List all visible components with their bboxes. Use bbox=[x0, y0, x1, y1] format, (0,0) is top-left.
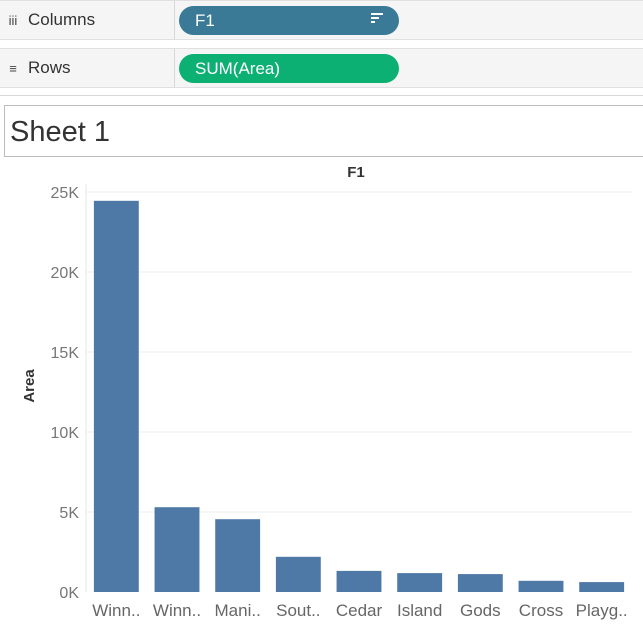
y-tick-label: 10K bbox=[51, 425, 80, 442]
x-tick-label[interactable]: Winn.. bbox=[153, 601, 201, 620]
sum-area-pill[interactable]: SUM(Area) bbox=[179, 54, 399, 83]
x-tick-label[interactable]: Sout.. bbox=[276, 601, 320, 620]
x-tick-label[interactable]: Winn.. bbox=[92, 601, 140, 620]
bar[interactable] bbox=[518, 580, 564, 592]
x-tick-label[interactable]: Gods bbox=[460, 601, 501, 620]
y-tick-label: 5K bbox=[59, 505, 79, 522]
y-tick-label: 15K bbox=[51, 345, 80, 362]
rows-label-text: Rows bbox=[28, 58, 71, 77]
sort-descending-icon[interactable] bbox=[371, 13, 383, 25]
x-tick-label[interactable]: Island bbox=[397, 601, 442, 620]
y-tick-label: 0K bbox=[59, 585, 79, 602]
bar[interactable] bbox=[93, 200, 139, 593]
sheet-title[interactable]: Sheet 1 bbox=[4, 105, 643, 157]
bar[interactable] bbox=[579, 582, 625, 592]
x-tick-label[interactable]: Playg.. bbox=[576, 601, 628, 620]
rows-shelf: ≡ Rows SUM(Area) bbox=[0, 48, 643, 88]
bar[interactable] bbox=[154, 507, 200, 592]
columns-label-text: Columns bbox=[28, 10, 96, 29]
rows-shelf-label: ≡ Rows bbox=[0, 49, 175, 87]
separator bbox=[0, 95, 643, 96]
x-tick-label[interactable]: Cedar bbox=[336, 601, 383, 620]
y-tick-label: 20K bbox=[51, 265, 80, 282]
x-tick-label[interactable]: Cross bbox=[519, 601, 563, 620]
f1-pill-label: F1 bbox=[195, 10, 215, 30]
f1-pill[interactable]: F1 bbox=[179, 6, 399, 35]
x-tick-label[interactable]: Mani.. bbox=[215, 601, 261, 620]
bar[interactable] bbox=[215, 519, 261, 592]
columns-shelf-label: iii Columns bbox=[0, 1, 175, 39]
bar[interactable] bbox=[275, 556, 321, 592]
columns-icon: iii bbox=[8, 12, 18, 28]
columns-shelf: iii Columns F1 bbox=[0, 0, 643, 40]
column-header: F1 bbox=[347, 164, 365, 181]
rows-icon: ≡ bbox=[9, 60, 17, 76]
y-tick-label: 25K bbox=[51, 185, 80, 202]
sum-area-pill-label: SUM(Area) bbox=[195, 58, 281, 78]
y-axis-label[interactable]: Area bbox=[21, 369, 38, 403]
bar[interactable] bbox=[397, 573, 443, 592]
bar[interactable] bbox=[457, 574, 503, 592]
bar[interactable] bbox=[336, 570, 382, 592]
